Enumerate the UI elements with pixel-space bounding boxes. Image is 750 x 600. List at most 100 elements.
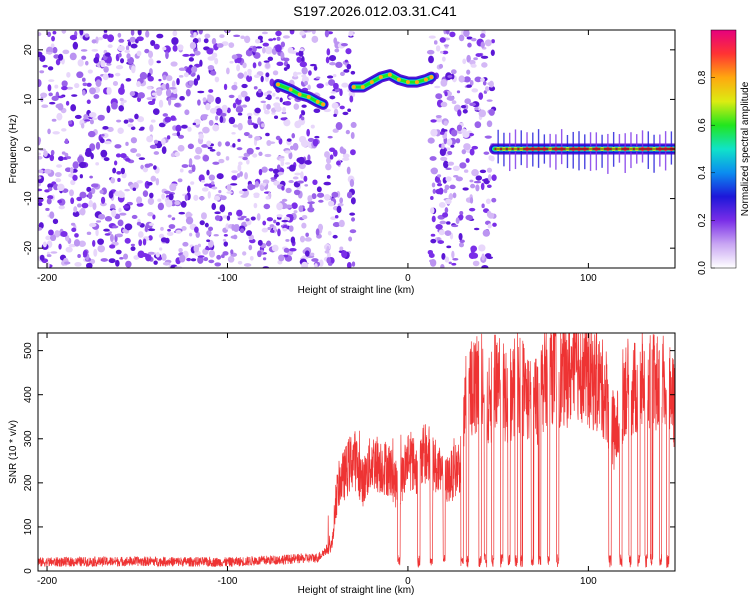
spectrogram-cell bbox=[222, 251, 229, 256]
spectrogram-cell bbox=[426, 49, 435, 55]
spectrogram-cell bbox=[315, 228, 320, 236]
spectrogram-cell bbox=[194, 226, 199, 233]
spectrogram-cell bbox=[64, 167, 72, 173]
spectrogram-cell bbox=[165, 82, 170, 90]
track-inner bbox=[352, 73, 433, 89]
spectrogram-cell bbox=[236, 209, 243, 217]
track-peak bbox=[288, 87, 293, 92]
spectrogram-cell bbox=[262, 42, 270, 47]
snr-series-line bbox=[38, 333, 675, 569]
y-tick-label: 0 bbox=[23, 568, 34, 574]
spectrogram-cell bbox=[70, 197, 75, 205]
spectrogram-cell bbox=[257, 239, 263, 246]
spectrogram-cell bbox=[277, 155, 285, 159]
spectrogram-cell bbox=[127, 41, 132, 47]
spectrogram-cell bbox=[106, 63, 112, 66]
spectrogram-cell bbox=[257, 88, 262, 94]
spectrogram-cell bbox=[47, 187, 53, 192]
spectrogram-cell bbox=[253, 192, 260, 197]
spectrogram-cell bbox=[455, 217, 460, 225]
spectrogram-cell bbox=[349, 95, 354, 103]
spectrogram-cell bbox=[444, 91, 448, 97]
spectrogram-cell bbox=[38, 182, 41, 187]
colorbar-scale bbox=[710, 29, 737, 269]
spectrogram-cell bbox=[209, 107, 217, 114]
spectrogram-cell bbox=[136, 36, 144, 42]
spectrogram-cell bbox=[261, 31, 269, 35]
spectrogram-cell bbox=[150, 119, 156, 123]
spectrogram-cell bbox=[300, 139, 309, 148]
spectrogram-cell bbox=[275, 30, 282, 37]
spectrogram-cell bbox=[134, 113, 139, 120]
spectrogram-cell bbox=[61, 151, 66, 155]
spectrogram-cell bbox=[463, 169, 469, 173]
spectrogram-cell bbox=[86, 262, 93, 268]
spectrogram-cell bbox=[253, 74, 260, 78]
spectrogram-cell bbox=[223, 241, 229, 247]
spectrogram-cell bbox=[315, 76, 321, 79]
spectrogram-cell bbox=[486, 99, 493, 102]
spectrogram-cell bbox=[137, 250, 145, 259]
spectrogram-cell bbox=[252, 153, 258, 158]
spectrogram-cell bbox=[130, 246, 136, 252]
spectrogram-cell bbox=[62, 49, 70, 55]
spectrogram-cell bbox=[275, 44, 282, 53]
spectrogram-cell bbox=[136, 116, 145, 123]
spectrogram-cell bbox=[444, 207, 449, 214]
spectrogram-cell bbox=[307, 137, 315, 143]
spectrogram-cell bbox=[210, 181, 215, 185]
spectrogram-cell bbox=[208, 174, 216, 181]
pulse-bar bbox=[509, 132, 511, 172]
spectrogram-cell bbox=[280, 117, 287, 121]
spectrogram-cell bbox=[38, 32, 42, 37]
spectrogram-cell bbox=[266, 90, 273, 94]
spectrogram-cell bbox=[109, 73, 114, 78]
spectrogram-cell bbox=[90, 187, 96, 195]
spectrogram-cell bbox=[208, 249, 216, 258]
spectrogram-cell bbox=[488, 80, 494, 88]
spectrogram-cell bbox=[463, 30, 470, 37]
spectrogram-cell bbox=[281, 185, 285, 191]
spectrogram-cell bbox=[273, 219, 277, 224]
spectrogram-cell bbox=[71, 94, 78, 97]
spectrogram-cell bbox=[136, 221, 142, 226]
spectrogram-cell bbox=[93, 94, 100, 99]
spectrogram-cell bbox=[486, 184, 492, 189]
spectrogram-cell bbox=[130, 137, 138, 144]
pulse-bar bbox=[601, 134, 603, 168]
spectrogram-cell bbox=[344, 59, 349, 63]
snr-x-label: Height of straight line (km) bbox=[298, 585, 415, 596]
spectrogram-cell bbox=[332, 222, 341, 228]
spectrogram-cell bbox=[459, 211, 464, 216]
spectrogram-cell bbox=[309, 202, 313, 211]
spectrogram-cell bbox=[88, 200, 93, 208]
spectrogram-cell bbox=[301, 214, 308, 220]
spectrogram-cell bbox=[268, 141, 276, 144]
spectrogram-cell bbox=[198, 30, 203, 35]
spectrogram-cell bbox=[206, 239, 211, 243]
spectrogram-cell bbox=[66, 71, 71, 78]
spectrogram-cell bbox=[66, 156, 72, 160]
spectrogram-cell bbox=[49, 211, 55, 219]
spectrogram-cell bbox=[305, 232, 309, 237]
colorbar-label: Normalized spectral amplitude bbox=[740, 81, 750, 216]
spectrogram-cell bbox=[430, 196, 434, 200]
spectrogram-cell bbox=[157, 202, 165, 211]
y-tick-label: 400 bbox=[23, 386, 34, 403]
snr-y-label: SNR (10 * v/v) bbox=[8, 420, 19, 484]
spectrogram-cell bbox=[243, 131, 250, 137]
spectrogram-cell bbox=[297, 180, 304, 184]
spectrogram-cell bbox=[139, 72, 148, 80]
spectrogram-cell bbox=[171, 183, 178, 187]
spectrogram-cell bbox=[325, 56, 330, 64]
spectrogram-cell bbox=[74, 262, 82, 267]
spectrogram-cell bbox=[125, 141, 129, 146]
spectrogram-cell bbox=[103, 30, 108, 33]
spectrogram-cell bbox=[51, 35, 55, 42]
y-tick-label: 0 bbox=[23, 146, 34, 152]
spectrogram-cell bbox=[250, 216, 256, 221]
spectrogram-cell bbox=[38, 155, 43, 160]
snr-x-ticks: -200 -100 0 100 bbox=[37, 333, 597, 587]
spectrogram-cell bbox=[313, 65, 318, 71]
